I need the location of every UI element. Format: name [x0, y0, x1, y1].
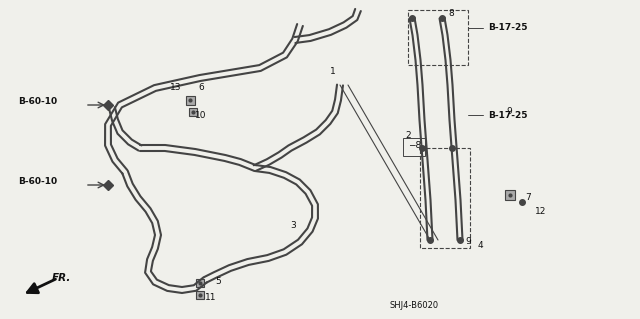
Bar	[196, 279, 204, 287]
Bar	[196, 291, 204, 299]
Text: 12: 12	[535, 207, 547, 217]
Text: 6: 6	[198, 84, 204, 93]
Bar	[408, 10, 468, 65]
Text: B-17-25: B-17-25	[488, 110, 527, 120]
Text: 3: 3	[290, 220, 296, 229]
Text: 11: 11	[205, 293, 216, 302]
Text: 13: 13	[170, 84, 182, 93]
Text: 4: 4	[478, 241, 484, 249]
Text: 8: 8	[448, 10, 454, 19]
Text: 2: 2	[405, 130, 411, 139]
Bar	[189, 108, 197, 116]
Text: 1: 1	[330, 68, 336, 77]
Text: FR.: FR.	[52, 273, 72, 283]
Bar	[505, 190, 515, 200]
Text: 10: 10	[195, 110, 207, 120]
Text: 5: 5	[215, 278, 221, 286]
Text: B-60-10: B-60-10	[18, 177, 57, 187]
Text: B-17-25: B-17-25	[488, 24, 527, 33]
Text: 7: 7	[525, 194, 531, 203]
Bar	[403, 138, 425, 156]
Text: B-60-10: B-60-10	[18, 98, 57, 107]
Bar	[186, 96, 195, 105]
Text: SHJ4-B6020: SHJ4-B6020	[390, 300, 439, 309]
Bar	[420, 148, 470, 248]
Text: 9: 9	[506, 108, 512, 116]
Text: −8: −8	[408, 140, 421, 150]
Text: 9: 9	[465, 238, 471, 247]
